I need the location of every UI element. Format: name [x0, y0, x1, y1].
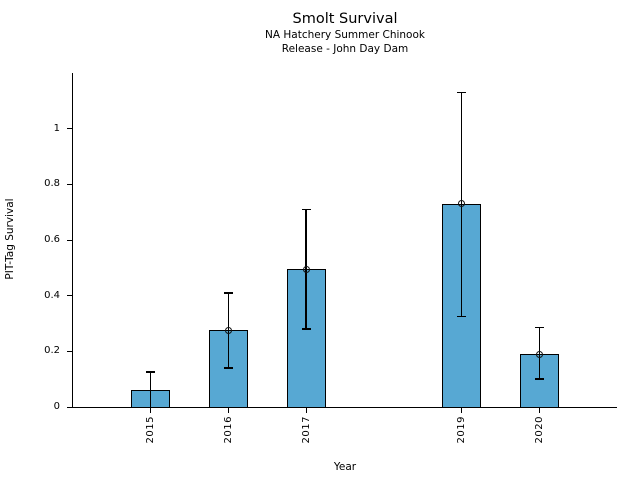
x-tick-label-text: 2020	[533, 416, 545, 444]
point-marker-2020	[535, 350, 543, 358]
y-tick-mark	[67, 295, 72, 297]
chart-subtitle-line1: NA Hatchery Summer Chinook	[265, 29, 425, 41]
x-tick-label-text: 2015	[145, 416, 157, 444]
x-tick-label: 2016	[208, 416, 248, 460]
y-tick-label: 1	[53, 122, 60, 134]
error-cap-bottom-2016	[223, 367, 233, 369]
x-tick-label: 2019	[442, 416, 482, 460]
error-cap-bottom-2020	[534, 378, 544, 380]
error-bar-2015	[149, 372, 152, 407]
x-tick-label: 2015	[131, 416, 171, 460]
x-axis-spine	[72, 407, 617, 408]
x-tick-label-text: 2016	[222, 416, 234, 444]
y-tick-label: 0	[53, 401, 60, 412]
error-cap-top-2016	[223, 292, 233, 294]
y-axis-spine	[72, 73, 73, 408]
bar-2017	[286, 269, 326, 407]
error-cap-bottom-2017	[301, 328, 311, 330]
error-cap-top-2017	[301, 208, 311, 211]
x-tick-mark	[461, 408, 463, 413]
y-tick-mark	[67, 128, 72, 130]
bar-2020	[519, 354, 559, 407]
x-tick-mark	[538, 408, 540, 413]
point-marker-2017	[302, 265, 310, 273]
y-tick-mark	[67, 406, 72, 408]
x-tick-label: 2020	[519, 416, 559, 460]
y-tick-mark	[67, 350, 72, 352]
point-marker-2019	[458, 200, 466, 208]
x-tick-mark	[227, 408, 229, 413]
error-cap-bottom-2019	[457, 315, 467, 318]
y-tick-mark	[67, 183, 72, 185]
error-cap-top-2020	[534, 326, 544, 329]
y-tick-label: 0.2	[44, 345, 60, 357]
y-tick-label: 0.6	[44, 234, 60, 245]
x-tick-label: 2017	[286, 416, 326, 460]
y-tick-label: 0.4	[44, 289, 60, 301]
x-tick-label-text: 2019	[456, 416, 468, 444]
y-tick-mark	[67, 239, 72, 241]
chart-subtitle-line2: Release - John Day Dam	[281, 43, 409, 55]
error-cap-top-2019	[457, 91, 467, 94]
x-tick-mark	[150, 408, 152, 413]
point-marker-2016	[224, 326, 232, 334]
x-tick-mark	[305, 408, 307, 413]
chart-title: Smolt Survival	[292, 11, 398, 27]
y-tick-label: 0.8	[44, 178, 60, 190]
x-tick-label-text: 2017	[300, 416, 312, 444]
error-cap-top-2015	[146, 371, 156, 373]
x-axis-label: Year	[333, 461, 357, 473]
